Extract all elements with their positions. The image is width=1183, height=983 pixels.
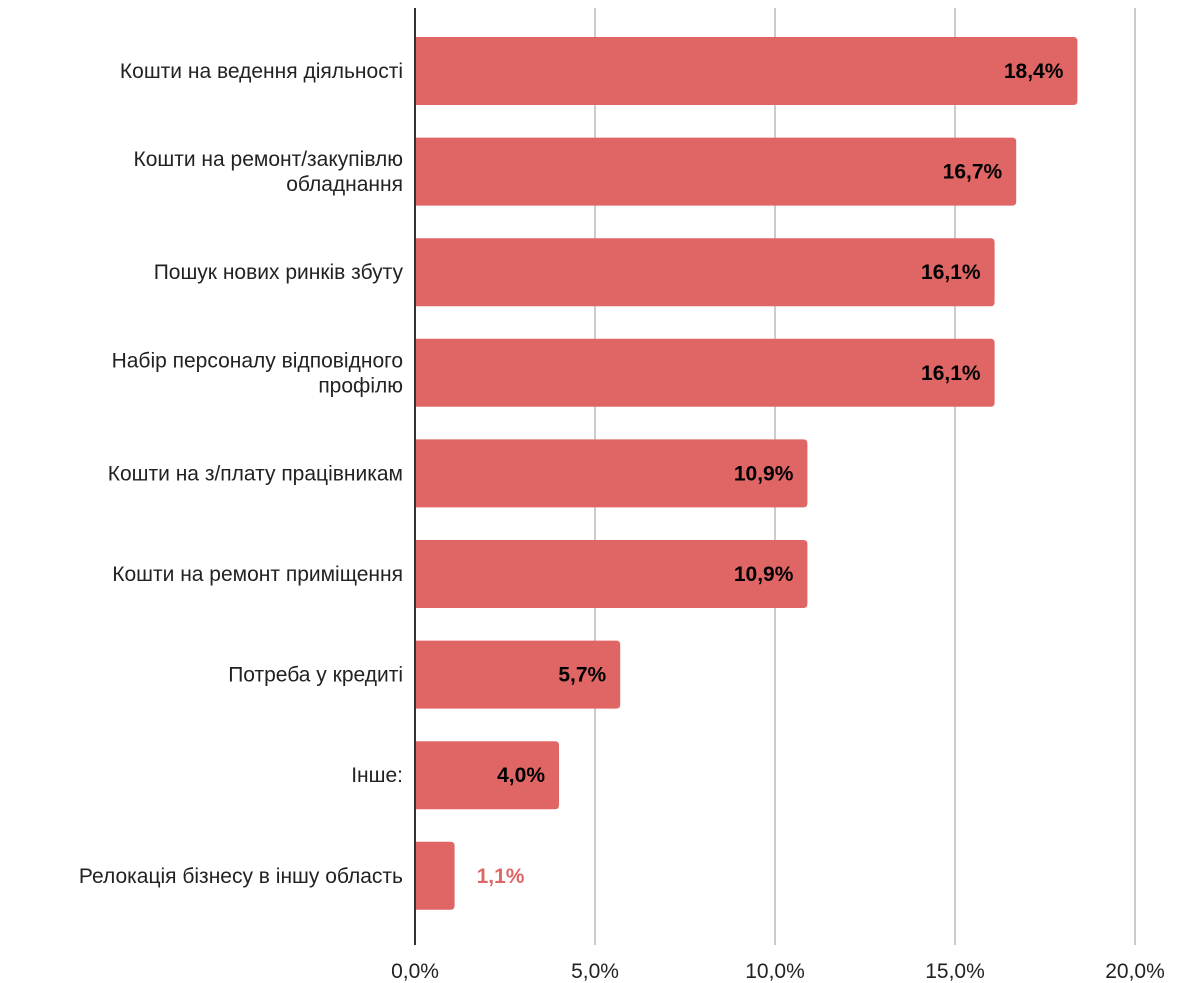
data-label: 18,4% [1004,60,1064,83]
bar [415,37,1078,105]
labels: 0,0% 5,0% 10,0% 15,0% 20,0% Кошти на ведення … [79,60,1165,983]
data-label: 10,9% [734,462,794,485]
bar [415,841,455,910]
bars [415,37,1078,910]
category-label: Кошти на ведення діяльності [120,60,403,83]
category-label: Кошти на ремонт/закупівлю обладнання [133,148,403,196]
bar [415,540,808,608]
category-label: Релокація бізнесу в іншу область [79,865,403,888]
x-tick-label: 0,0% [391,960,439,983]
category-label: Кошти на з/плату працівникам [108,462,403,485]
data-label: 5,7% [558,664,606,687]
data-label: 16,1% [921,362,981,385]
bar [415,741,559,810]
category-label: Потреба у кредиті [228,664,403,687]
bar [415,439,808,508]
data-label: 10,9% [734,563,794,586]
data-label: 16,7% [943,161,1003,184]
bar [415,238,995,307]
x-tick-label: 15,0% [925,960,985,983]
category-label: Набір персоналу відповідного профілю [112,349,403,397]
category-label: Інше: [351,764,403,787]
data-label: 4,0% [497,764,545,787]
data-label: 16,1% [921,261,981,284]
x-tick-label: 10,0% [745,960,805,983]
bar [415,338,995,407]
x-tick-label: 5,0% [571,960,619,983]
category-label: Пошук нових ринків збуту [154,261,404,284]
category-label: Кошти на ремонт приміщення [112,563,403,586]
x-tick-label: 20,0% [1105,960,1165,983]
bar [415,137,1017,206]
data-label: 1,1% [477,865,525,888]
bar [415,640,621,709]
